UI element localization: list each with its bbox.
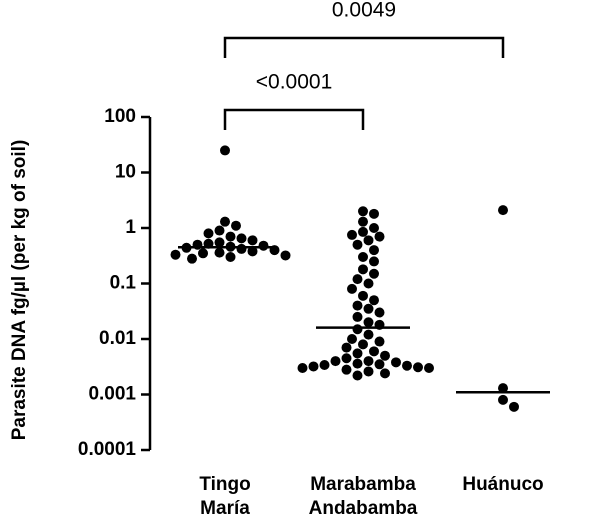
data-point [363, 317, 374, 328]
data-point [358, 206, 368, 217]
data-point [358, 290, 368, 301]
data-point [225, 231, 236, 242]
data-point [198, 248, 208, 259]
data-point [358, 252, 368, 263]
data-point [498, 205, 508, 216]
data-point [363, 356, 374, 367]
data-point [352, 370, 363, 381]
data-point [402, 360, 412, 371]
data-point [214, 225, 225, 236]
y-tick-label: 0.001 [88, 384, 136, 405]
x-tick-label: Tingo [199, 474, 250, 495]
y-tick-label: 0.01 [99, 328, 136, 349]
data-point [374, 336, 385, 347]
data-point [509, 401, 519, 412]
x-tick-label: María [200, 498, 250, 519]
data-point [203, 228, 214, 239]
data-point [352, 324, 363, 335]
data-point [297, 363, 308, 374]
data-point [231, 220, 241, 231]
data-point [341, 342, 352, 353]
data-point [413, 362, 423, 373]
data-point [369, 346, 379, 357]
data-point [214, 247, 225, 258]
data-point [369, 245, 379, 256]
data-point [369, 256, 379, 267]
data-point [319, 360, 330, 371]
data-point [352, 311, 363, 322]
x-tick-label: Huánuco [462, 474, 543, 495]
data-point [358, 226, 368, 237]
p-value: <0.0001 [256, 71, 333, 94]
data-point [369, 223, 379, 233]
data-point [308, 361, 319, 372]
data-point [358, 264, 368, 275]
data-point [363, 329, 374, 340]
p-value: 0.0049 [332, 0, 396, 22]
data-point [170, 249, 181, 260]
data-point [247, 246, 258, 257]
data-point [498, 394, 508, 405]
data-point [258, 240, 269, 251]
y-axis-label: Parasite DNA fg/µl (per kg of soil) [9, 140, 30, 441]
data-point [363, 366, 374, 377]
data-point [358, 339, 368, 350]
y-tick-label: 10 [115, 162, 136, 183]
significance-bracket [223, 36, 505, 58]
data-point [236, 233, 247, 244]
data-point [347, 229, 357, 240]
data-point [369, 268, 379, 279]
data-point [280, 250, 291, 261]
data-point [352, 300, 363, 311]
y-tick-label: 1 [125, 217, 136, 238]
data-point [187, 253, 197, 264]
data-point [363, 235, 374, 246]
data-point [352, 358, 363, 369]
y-tick-label: 100 [104, 106, 136, 127]
data-point [363, 278, 374, 289]
y-tick-label: 0.0001 [78, 439, 137, 460]
data-point [220, 216, 230, 227]
data-point [374, 359, 385, 370]
data-point [220, 145, 230, 156]
data-point [380, 350, 390, 361]
x-tick-label: Andabamba [309, 498, 418, 519]
data-point [347, 334, 357, 344]
data-point [369, 295, 379, 306]
data-point [347, 283, 357, 294]
data-point [330, 356, 341, 367]
data-point [380, 368, 390, 379]
data-point [498, 383, 508, 394]
y-tick-label: 0.1 [110, 273, 137, 294]
data-point [424, 363, 434, 374]
significance-bracket [223, 108, 365, 130]
data-point [352, 274, 363, 285]
data-point [374, 307, 385, 318]
data-point [352, 239, 363, 250]
data-point [225, 252, 236, 263]
data-point [363, 303, 374, 314]
data-point [341, 353, 352, 364]
x-tick-label: Marabamba [310, 474, 416, 495]
data-point [341, 364, 352, 375]
data-point [358, 216, 368, 227]
data-point [247, 235, 258, 246]
data-point [214, 237, 225, 248]
data-point [374, 231, 385, 242]
data-point [369, 208, 379, 219]
data-point [391, 357, 401, 368]
data-point [352, 348, 363, 359]
data-point [236, 243, 247, 254]
